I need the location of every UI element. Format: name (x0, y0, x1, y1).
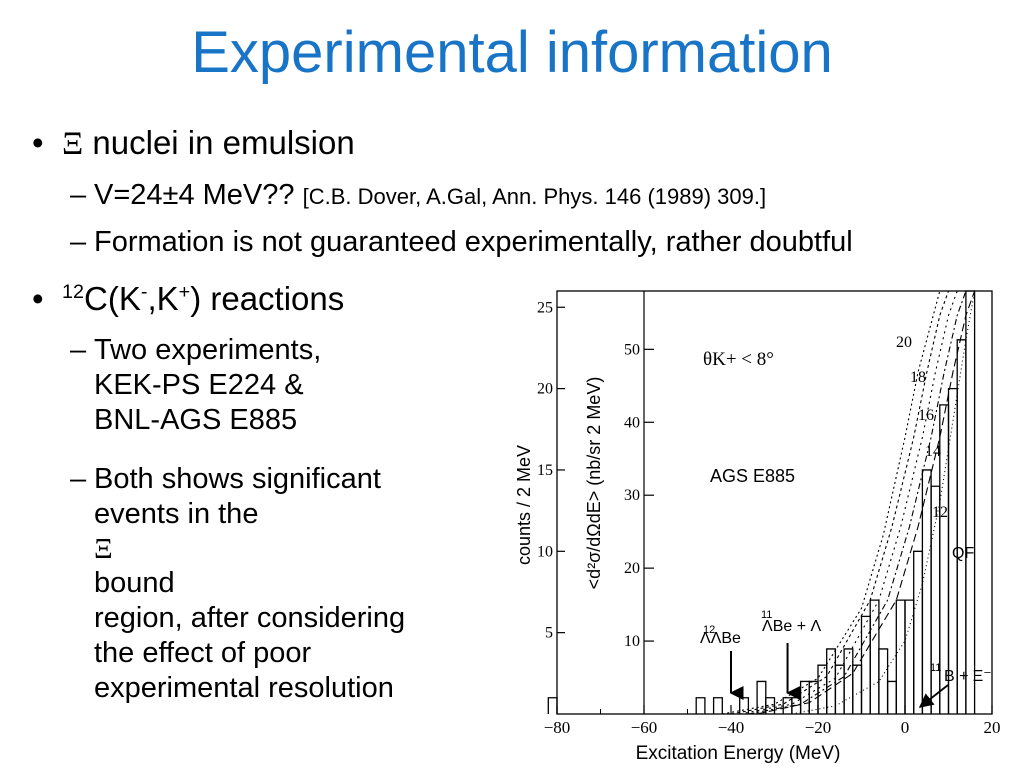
curve-label: 18 (910, 369, 926, 386)
histogram-bin (886, 680, 897, 714)
dash-marker: – (70, 463, 87, 495)
histogram-bin (913, 550, 924, 714)
dash-marker: – (70, 179, 87, 211)
curve-label: 20 (896, 334, 912, 351)
x-tick-label: −20 (805, 718, 832, 737)
histogram-bin (765, 697, 776, 714)
plot-frame (556, 290, 993, 715)
sub-bullet-experiments: – Two experiments, KEK-PS E224 & BNL-AGS… (70, 333, 322, 437)
sub-bullet-formation: – Formation is not guaranteed experiment… (70, 225, 853, 260)
slide-title: Experimental information (191, 20, 833, 85)
citation-text: [C.B. Dover, A.Gal, Ann. Phys. 146 (1989… (302, 184, 767, 209)
histogram-bin (904, 599, 915, 714)
x-tick-label: −80 (544, 718, 571, 737)
xi-symbol: Ξ (62, 126, 84, 162)
x-axis-title: Excitation Energy (MeV) (636, 743, 841, 764)
qf-label: QF (952, 545, 974, 562)
histogram-bin (852, 664, 863, 714)
annotation-label: B + Ξ⁻ (944, 668, 992, 685)
y-axis-title-counts: counts / 2 MeV (514, 445, 534, 565)
histogram-bin (956, 339, 967, 714)
annotation-arrow (918, 684, 949, 708)
minus-charge: - (140, 281, 148, 303)
y-tick-label-counts: 5 (545, 625, 553, 642)
histogram-bin (965, 290, 976, 714)
annotation-superscript: 11 (761, 609, 772, 621)
y-tick-label-xsec: 30 (624, 487, 640, 504)
annotation-label: ΛBe + Λ (762, 618, 821, 635)
model-curve-12 (756, 290, 976, 715)
potential-text: V=24±4 MeV?? (94, 179, 295, 211)
significance-line: Both shows significant (94, 463, 381, 495)
y-tick-label-counts: 10 (537, 543, 553, 560)
histogram-bin (878, 648, 889, 714)
model-curve-14 (748, 290, 967, 715)
curve-label: 14 (925, 443, 941, 460)
bullet-marker: • (32, 280, 44, 317)
dash-marker: – (70, 226, 87, 258)
histogram-bin (860, 615, 871, 714)
histogram-bin (817, 664, 828, 714)
histogram-bin (799, 680, 810, 714)
histogram-bin (695, 697, 706, 714)
plus-charge: + (178, 281, 191, 303)
histogram-bin (895, 599, 906, 714)
experiments-line: KEK-PS E224 & (94, 368, 304, 401)
bullet-text: nuclei in emulsion (83, 124, 355, 161)
significance-line: events in the Ξ bound (94, 497, 405, 601)
experiments-line: BNL-AGS E885 (94, 403, 298, 436)
bullet-marker: • (32, 124, 44, 161)
y-tick-label-xsec: 20 (624, 560, 640, 577)
x-tick-label: −40 (718, 718, 745, 737)
curve-label: 12 (932, 504, 948, 521)
xi-symbol: Ξ (94, 532, 113, 565)
histogram-bin (712, 697, 723, 714)
histogram-bin (739, 697, 750, 714)
sub-bullet-significance: – Both shows significant events in the Ξ… (70, 462, 406, 706)
bullet-xi-nuclei: • Ξ nuclei in emulsion (32, 123, 355, 165)
reaction-text-2: ,K (147, 280, 179, 317)
reaction-text-3: ) reactions (190, 280, 345, 317)
y-axis-title-xsec: <d²σ/dΩdE> (nb/sr 2 MeV) (584, 377, 604, 590)
histogram-bin (834, 664, 845, 714)
x-tick-label: −60 (631, 718, 658, 737)
histogram-bin (547, 697, 558, 714)
x-tick-label: 0 (901, 718, 910, 737)
y-tick-label-xsec: 40 (624, 414, 640, 431)
significance-text: events in the (94, 497, 259, 530)
excitation-energy-chart: −80 −60 −40 −20 0 20 5 10 15 20 25 10 20 30 40 50 Excit… (514, 290, 1001, 764)
annotation-label: ΛΛBe (700, 630, 741, 647)
y-tick-label-counts: 20 (537, 381, 553, 398)
significance-line: the effect of poor (94, 636, 312, 669)
y-tick-label-xsec: 10 (624, 633, 640, 650)
sub-bullet-potential: – V=24±4 MeV?? [C.B. Dover, A.Gal, Ann. … (70, 178, 767, 213)
reaction-text-1: C(K (84, 280, 141, 317)
histogram-bin (826, 648, 837, 714)
y-tick-label-counts: 25 (537, 299, 553, 316)
y-tick-label-counts: 15 (537, 462, 553, 479)
significance-line: experimental resolution (94, 671, 394, 704)
curve-label: 16 (918, 407, 934, 424)
dash-marker: – (70, 334, 87, 366)
significance-text: bound (94, 567, 175, 600)
formation-text: Formation is not guaranteed experimental… (94, 226, 853, 258)
annotation-superscript: 11 (930, 662, 941, 674)
significance-line: region, after considering (94, 602, 406, 635)
experiments-line: Two experiments, (94, 334, 322, 366)
y-tick-label-xsec: 50 (624, 341, 640, 358)
bullet-reactions: • 12C(K-,K+) reactions (32, 279, 345, 319)
angle-cut-label: θK+ < 8° (703, 349, 774, 370)
x-tick-label: 20 (984, 718, 1001, 737)
model-curve-QF (791, 290, 976, 715)
histogram-bin (921, 469, 932, 714)
mass-number: 12 (62, 281, 85, 303)
annotation-superscript: 12 (703, 624, 715, 636)
histogram-bin (843, 648, 854, 714)
experiment-label: AGS E885 (710, 466, 795, 486)
